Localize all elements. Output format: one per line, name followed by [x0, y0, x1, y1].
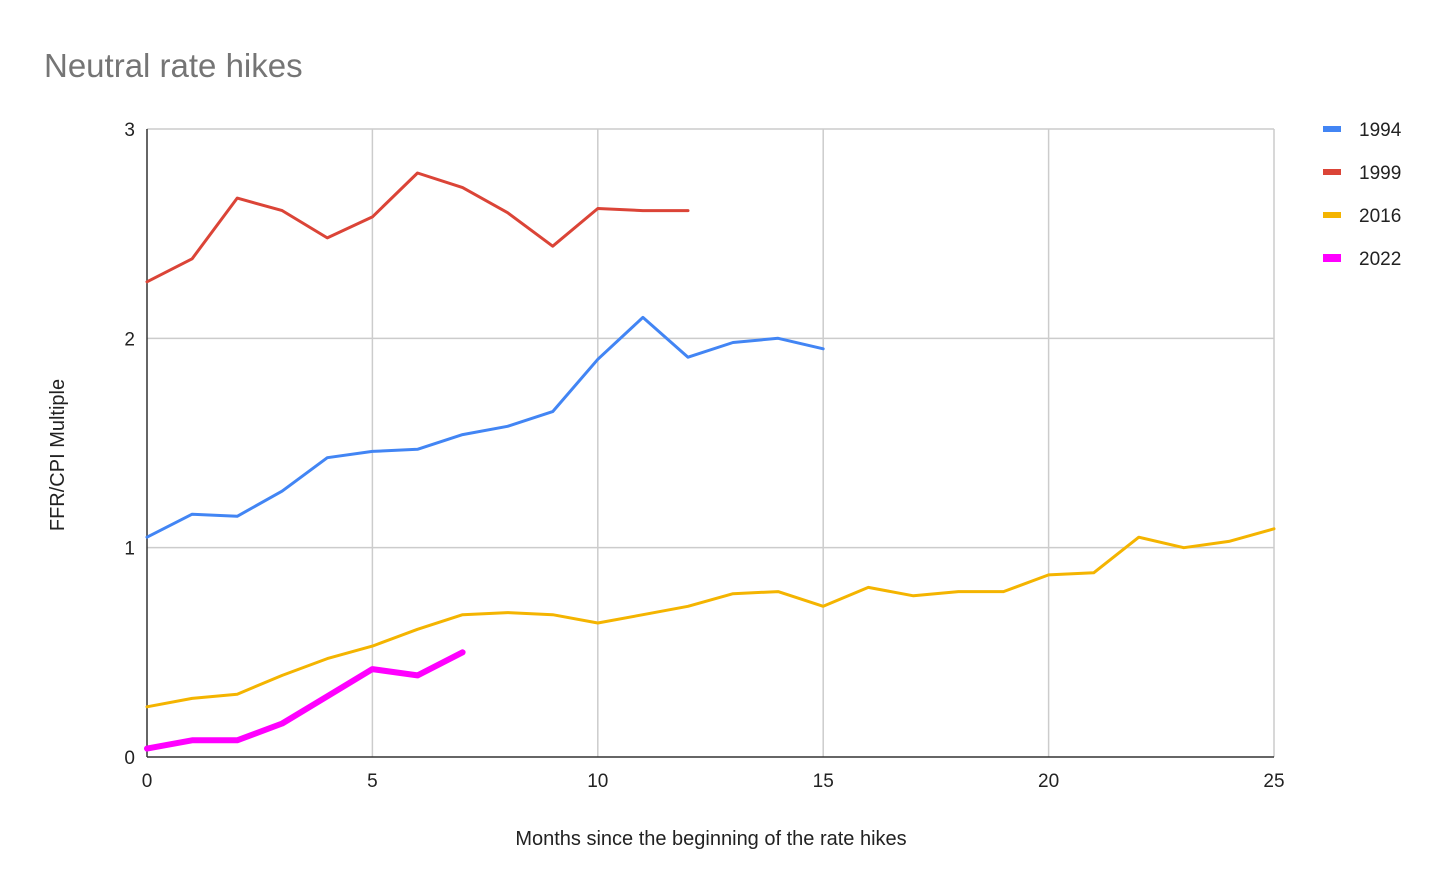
y-tick-label: 3: [124, 120, 135, 141]
x-tick-label: 25: [1263, 771, 1284, 792]
y-axis-ticks: 0 1 2 3: [124, 120, 135, 769]
legend-swatch-1999: [1323, 169, 1341, 175]
x-axis-ticks: 0 5 10 15 20 25: [142, 771, 1285, 792]
legend-swatch-2022: [1323, 254, 1341, 262]
x-tick-label: 0: [142, 771, 153, 792]
series-line-2022: [144, 649, 466, 752]
legend-label-2022: 2022: [1359, 249, 1401, 270]
legend-label-2016: 2016: [1359, 206, 1401, 227]
legend-swatch-1994: [1323, 126, 1341, 132]
chart-title: Neutral rate hikes: [44, 47, 303, 84]
x-tick-label: 10: [587, 771, 608, 792]
series-line-2016: [145, 527, 1276, 709]
axes: [146, 129, 1274, 758]
x-tick-label: 5: [367, 771, 378, 792]
legend-label-1994: 1994: [1359, 120, 1402, 141]
x-tick-label: 15: [813, 771, 834, 792]
series-group: [144, 171, 1276, 752]
legend-label-1999: 1999: [1359, 163, 1401, 184]
x-axis-title: Months since the beginning of the rate h…: [515, 828, 906, 850]
y-tick-label: 2: [124, 329, 135, 350]
y-axis-title: FFR/CPI Multiple: [47, 379, 69, 531]
y-tick-label: 1: [124, 539, 135, 560]
series-line-1999: [145, 171, 690, 284]
legend-swatch-2016: [1323, 212, 1341, 218]
grid: [147, 128, 1275, 757]
legend: 1994 1999 2016 2022: [1323, 120, 1402, 270]
x-tick-label: 20: [1038, 771, 1059, 792]
series-line-1994: [145, 315, 825, 539]
y-tick-label: 0: [124, 748, 135, 769]
